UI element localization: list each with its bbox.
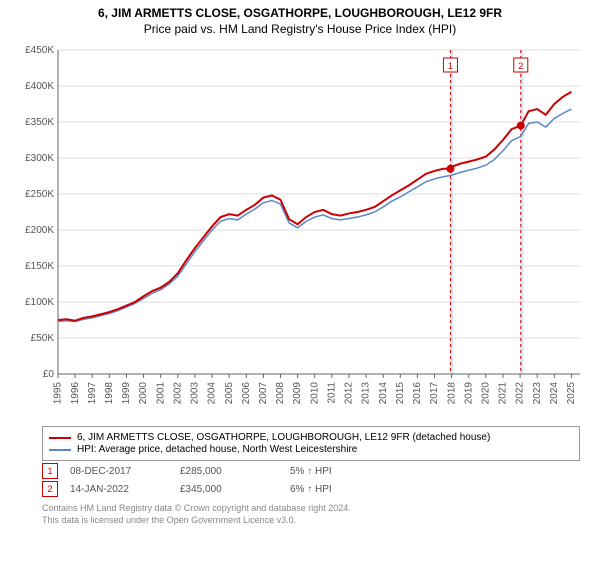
legend-label-2: HPI: Average price, detached house, Nort…	[77, 444, 357, 455]
sale-date-1: 08-DEC-2017	[70, 466, 180, 477]
svg-text:2025: 2025	[566, 382, 577, 405]
legend: 6, JIM ARMETTS CLOSE, OSGATHORPE, LOUGHB…	[42, 426, 580, 461]
svg-text:2023: 2023	[532, 382, 543, 405]
title-line-1: 6, JIM ARMETTS CLOSE, OSGATHORPE, LOUGHB…	[0, 6, 600, 20]
svg-text:£300K: £300K	[25, 153, 54, 164]
sale-price-2: £345,000	[180, 484, 290, 495]
svg-text:1: 1	[448, 61, 453, 71]
svg-text:1996: 1996	[70, 382, 81, 405]
legend-swatch-2	[49, 449, 71, 451]
svg-text:2016: 2016	[412, 382, 423, 405]
legend-label-1: 6, JIM ARMETTS CLOSE, OSGATHORPE, LOUGHB…	[77, 432, 490, 443]
legend-item-hpi: HPI: Average price, detached house, Nort…	[49, 444, 573, 455]
svg-text:2020: 2020	[481, 382, 492, 405]
footer-line-2: This data is licensed under the Open Gov…	[42, 515, 580, 527]
sale-marker-1: 1	[42, 463, 58, 479]
line-chart: £0 £50K £100K £150K £200K £250K £300K £350K £400…	[10, 40, 590, 420]
sale-row-1: 1 08-DEC-2017 £285,000 5% ↑ HPI	[42, 463, 580, 479]
svg-text:2005: 2005	[224, 382, 235, 405]
svg-text:2009: 2009	[292, 382, 303, 405]
svg-text:2002: 2002	[172, 382, 183, 405]
svg-text:£100K: £100K	[25, 297, 54, 308]
sale-row-2: 2 14-JAN-2022 £345,000 6% ↑ HPI	[42, 481, 580, 497]
svg-text:2021: 2021	[498, 382, 509, 405]
footer: Contains HM Land Registry data © Crown c…	[42, 503, 580, 526]
svg-text:2006: 2006	[241, 382, 252, 405]
svg-text:2: 2	[518, 61, 523, 71]
svg-text:2022: 2022	[515, 382, 526, 405]
svg-text:2012: 2012	[344, 382, 355, 405]
sale-date-2: 14-JAN-2022	[70, 484, 180, 495]
sale-delta-2: 6% ↑ HPI	[290, 484, 400, 495]
title-line-2: Price paid vs. HM Land Registry's House …	[0, 22, 600, 36]
svg-text:2003: 2003	[190, 382, 201, 405]
svg-text:2010: 2010	[309, 382, 320, 405]
svg-text:2004: 2004	[207, 382, 218, 405]
svg-text:2014: 2014	[378, 382, 389, 405]
footer-line-1: Contains HM Land Registry data © Crown c…	[42, 503, 580, 515]
sale-delta-1: 5% ↑ HPI	[290, 466, 400, 477]
svg-text:£150K: £150K	[25, 261, 54, 272]
svg-text:2018: 2018	[446, 382, 457, 405]
svg-text:2017: 2017	[429, 382, 440, 405]
svg-text:2019: 2019	[463, 382, 474, 405]
svg-text:2008: 2008	[275, 382, 286, 405]
svg-text:2013: 2013	[361, 382, 372, 405]
svg-text:1997: 1997	[87, 382, 98, 405]
svg-text:1998: 1998	[104, 382, 115, 405]
sale-price-1: £285,000	[180, 466, 290, 477]
svg-text:2001: 2001	[155, 382, 166, 405]
svg-text:2007: 2007	[258, 382, 269, 405]
svg-text:£400K: £400K	[25, 81, 54, 92]
svg-text:£0: £0	[43, 369, 55, 380]
svg-text:£50K: £50K	[31, 333, 55, 344]
svg-text:£250K: £250K	[25, 189, 54, 200]
svg-text:£450K: £450K	[25, 45, 54, 56]
svg-text:1995: 1995	[53, 382, 64, 405]
sale-marker-2: 2	[42, 481, 58, 497]
svg-text:1999: 1999	[121, 382, 132, 405]
chart-container: £0 £50K £100K £150K £200K £250K £300K £350K £400…	[10, 40, 590, 420]
svg-text:2015: 2015	[395, 382, 406, 405]
legend-swatch-1	[49, 437, 71, 439]
svg-text:2024: 2024	[549, 382, 560, 405]
svg-text:£350K: £350K	[25, 117, 54, 128]
svg-text:2011: 2011	[326, 382, 337, 404]
svg-text:£200K: £200K	[25, 225, 54, 236]
legend-item-price-paid: 6, JIM ARMETTS CLOSE, OSGATHORPE, LOUGHB…	[49, 432, 573, 443]
svg-text:2000: 2000	[138, 382, 149, 405]
